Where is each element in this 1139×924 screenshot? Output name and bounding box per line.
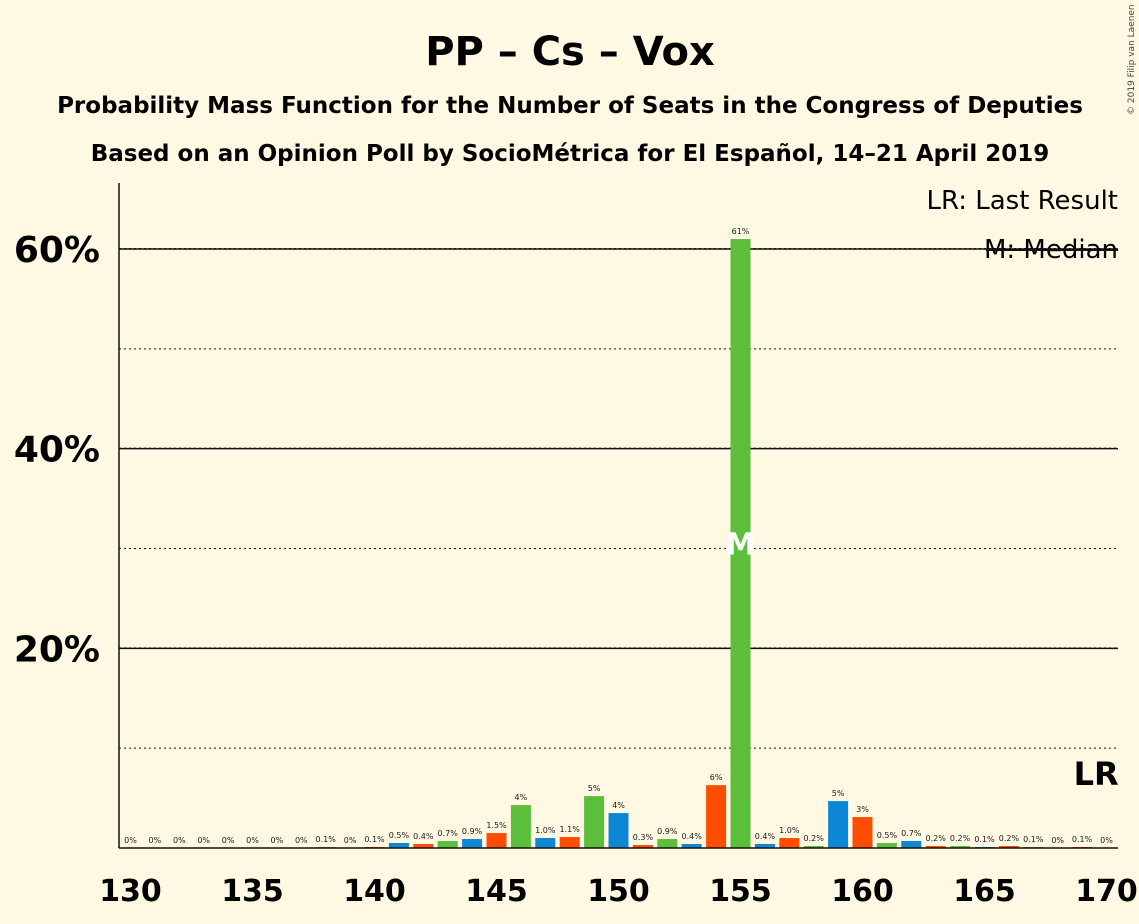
value-label-seat-145: 1.5%: [486, 821, 507, 830]
y-axis-ticks: 20% 40% 60%: [14, 230, 100, 670]
x-tick-label-135: 135: [221, 874, 284, 909]
x-tick-label-165: 165: [953, 874, 1016, 909]
value-label-seat-146: 4%: [515, 793, 528, 802]
bar-seat-148: [559, 837, 580, 848]
value-label-seat-159: 5%: [832, 789, 845, 798]
bar-seat-166: [998, 846, 1019, 848]
value-label-seat-169: 0.1%: [1072, 835, 1093, 844]
value-label-seat-136: 0%: [271, 836, 284, 845]
value-label-seat-148: 1.1%: [560, 825, 581, 834]
bar-seat-159: [828, 801, 849, 848]
bar-seat-163: [925, 846, 946, 848]
value-label-seat-141: 0.5%: [389, 831, 410, 840]
x-tick-label-145: 145: [465, 874, 528, 909]
x-tick-label-170: 170: [1075, 874, 1138, 909]
bar-seat-164: [950, 846, 971, 848]
bar-seat-151: [632, 845, 653, 848]
y-tick-label-40: 40%: [14, 430, 100, 471]
bar-seat-142: [413, 844, 434, 848]
bar-seat-143: [437, 841, 458, 848]
y-tick-label-60: 60%: [14, 230, 100, 271]
value-label-seat-165: 0.1%: [974, 835, 995, 844]
x-tick-label-150: 150: [587, 874, 650, 909]
y-tick-label-20: 20%: [14, 629, 100, 670]
bar-seat-157: [779, 838, 800, 848]
bar-seat-150: [608, 813, 629, 848]
bar-seat-149: [584, 796, 605, 848]
value-label-seat-139: 0%: [344, 836, 357, 845]
value-label-seat-158: 0.2%: [804, 834, 825, 843]
value-label-seat-152: 0.9%: [657, 827, 678, 836]
value-label-seat-155: 61%: [732, 227, 750, 236]
last-result-marker: LR: [1074, 755, 1119, 793]
value-label-seat-150: 4%: [612, 801, 625, 810]
bar-seat-161: [876, 843, 897, 848]
value-label-seat-133: 0%: [197, 836, 210, 845]
copyright-notice: © 2019 Filip van Laenen: [1127, 4, 1137, 115]
bar-seat-146: [510, 805, 531, 848]
value-label-seat-132: 0%: [173, 836, 186, 845]
value-label-seat-142: 0.4%: [413, 832, 434, 841]
value-label-seat-164: 0.2%: [950, 834, 971, 843]
bar-seat-153: [681, 844, 702, 848]
value-labels: 0% 0% 0% 0% 0% 0% 0% 0% 0.1% 0% 0.1% 0.5% 0.4% 0.7% 0.…: [124, 227, 1113, 845]
value-label-seat-163: 0.2%: [926, 834, 947, 843]
bar-seat-145: [486, 833, 507, 848]
value-label-seat-151: 0.3%: [633, 833, 654, 842]
bar-seat-152: [657, 839, 678, 848]
value-label-seat-162: 0.7%: [901, 829, 922, 838]
bar-seat-162: [901, 841, 922, 848]
bar-seat-158: [803, 846, 824, 848]
value-label-seat-170: 0%: [1100, 836, 1113, 845]
bar-seat-156: [754, 844, 775, 848]
bar-seat-160: [852, 817, 873, 848]
gridlines: [119, 248, 1118, 749]
x-tick-label-160: 160: [831, 874, 894, 909]
value-label-seat-154: 6%: [710, 773, 723, 782]
value-label-seat-153: 0.4%: [682, 832, 703, 841]
x-tick-label-140: 140: [343, 874, 406, 909]
x-axis-ticks: 130 135 140 145 150 155 160 165 170: [99, 874, 1138, 909]
value-label-seat-143: 0.7%: [438, 829, 459, 838]
legend-last-result: LR: Last Result: [926, 186, 1118, 216]
x-tick-label-155: 155: [709, 874, 772, 909]
value-label-seat-156: 0.4%: [755, 832, 776, 841]
value-label-seat-134: 0%: [222, 836, 235, 845]
value-label-seat-144: 0.9%: [462, 827, 483, 836]
chart-title: PP – Cs – Vox: [425, 29, 715, 75]
value-label-seat-166: 0.2%: [999, 834, 1020, 843]
bar-series: [315, 239, 1093, 848]
value-label-seat-149: 5%: [588, 784, 601, 793]
value-label-seat-137: 0%: [295, 836, 308, 845]
bar-seat-155: [730, 239, 751, 848]
value-label-seat-147: 1.0%: [535, 826, 556, 835]
value-label-seat-157: 1.0%: [779, 826, 800, 835]
value-label-seat-140: 0.1%: [364, 835, 385, 844]
bar-seat-141: [388, 843, 409, 848]
x-tick-label-130: 130: [99, 874, 162, 909]
median-marker: M: [726, 528, 756, 563]
bar-seat-147: [535, 838, 556, 848]
chart-subtitle-poll: Based on an Opinion Poll by SocioMétrica…: [91, 141, 1050, 167]
bar-seat-154: [706, 785, 727, 848]
value-label-seat-168: 0%: [1051, 836, 1064, 845]
value-label-seat-138: 0.1%: [316, 835, 337, 844]
chart-subtitle: Probability Mass Function for the Number…: [57, 93, 1083, 119]
value-label-seat-167: 0.1%: [1023, 835, 1044, 844]
value-label-seat-131: 0%: [149, 836, 162, 845]
value-label-seat-130: 0%: [124, 836, 137, 845]
value-label-seat-135: 0%: [246, 836, 259, 845]
bar-seat-144: [462, 839, 483, 848]
value-label-seat-160: 3%: [856, 805, 869, 814]
value-label-seat-161: 0.5%: [877, 831, 898, 840]
